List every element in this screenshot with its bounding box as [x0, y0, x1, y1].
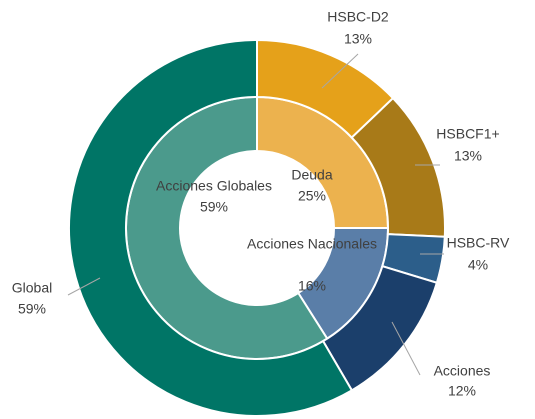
value-label: 25%	[298, 188, 326, 204]
donut-slice	[68, 38, 354, 417]
slice-label: Deuda	[291, 167, 332, 183]
value-label: 16%	[298, 278, 326, 294]
slice-label: Acciones Nacionales	[247, 236, 377, 252]
leader-line	[67, 277, 101, 296]
slice-label: HSBC-RV	[447, 235, 510, 251]
value-label: 59%	[200, 199, 228, 215]
slice-label: Acciones	[434, 363, 491, 379]
value-label: 4%	[468, 257, 488, 273]
value-label: 13%	[344, 31, 372, 47]
slice-label: Global	[12, 280, 52, 296]
leader-line	[321, 53, 359, 89]
value-label: 13%	[454, 148, 482, 164]
slice-label: HSBCF1+	[436, 126, 499, 142]
leader-line	[391, 321, 421, 376]
slice-label: HSBC-D2	[327, 9, 389, 25]
slice-label: Acciones Globales	[156, 178, 272, 194]
value-label: 12%	[448, 383, 476, 399]
value-label: 59%	[18, 301, 46, 317]
